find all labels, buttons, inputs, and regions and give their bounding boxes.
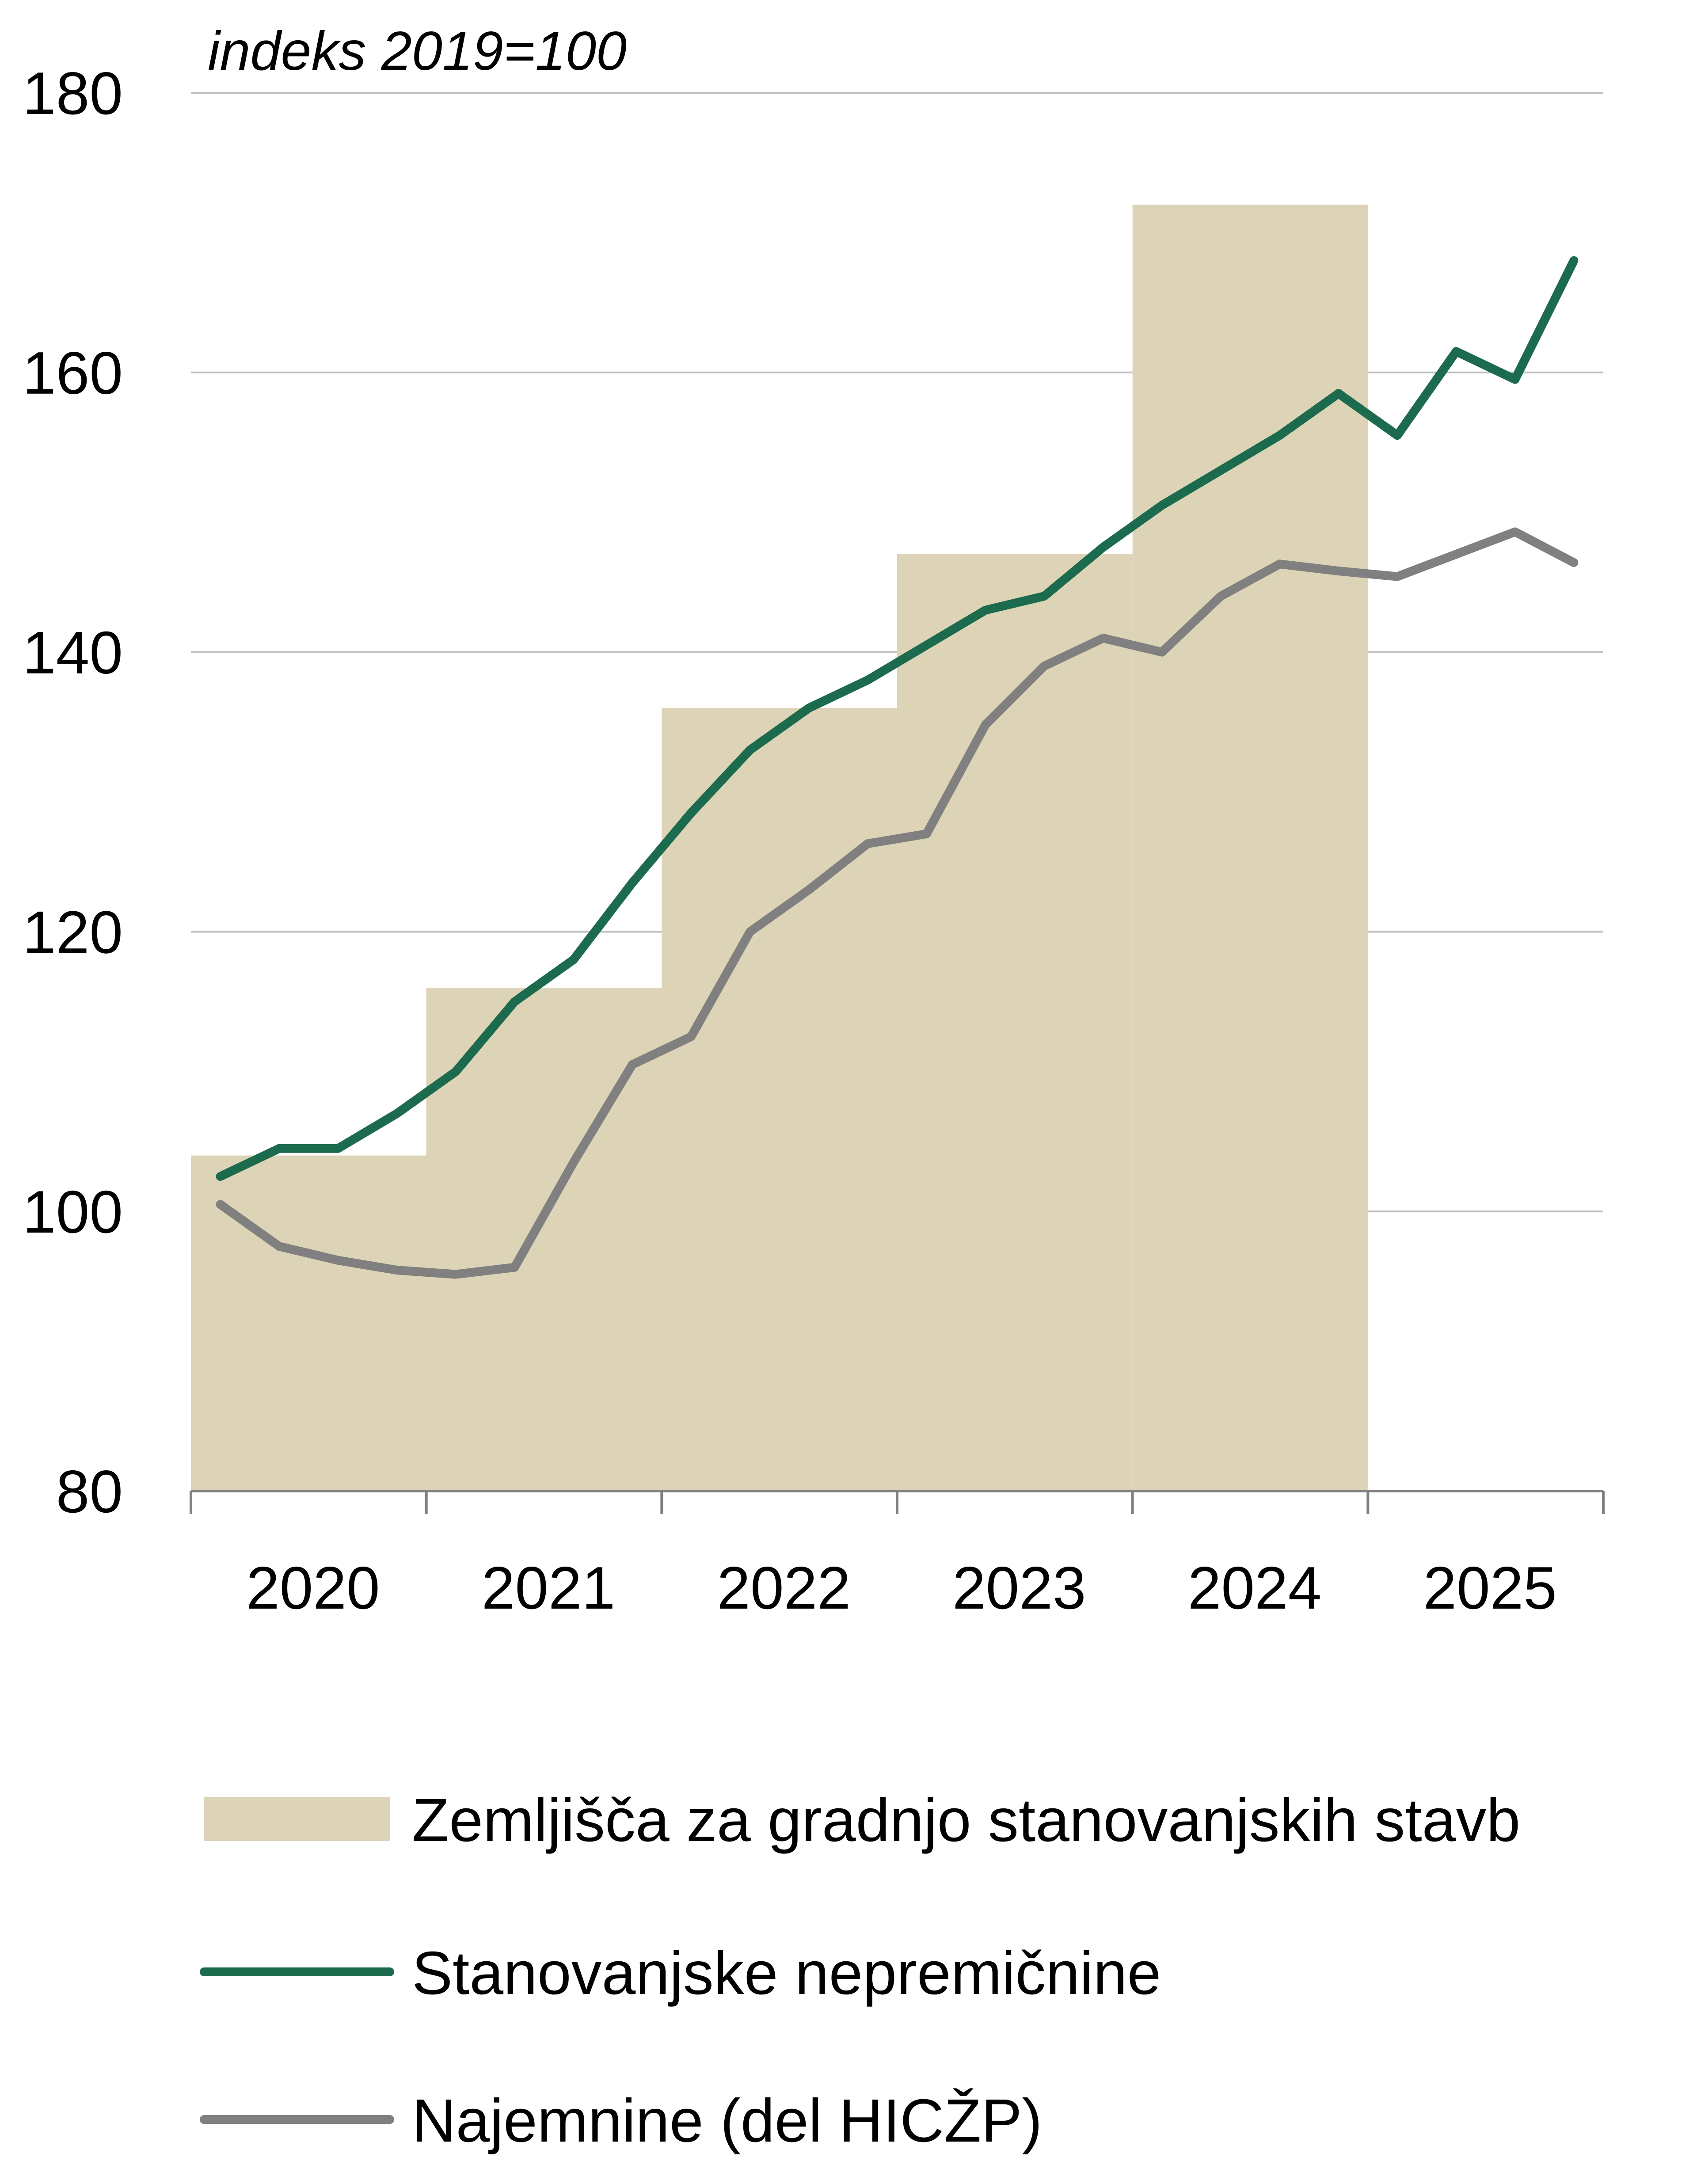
bar-2023 (897, 554, 1133, 1491)
y-tick-label-100: 100 (23, 1178, 123, 1245)
line-stanovanjske-nepremicnine (216, 256, 1579, 1181)
legend-label-2: Stanovanjske nepremičnine (412, 1939, 1161, 2007)
bar-series (191, 205, 1368, 1491)
bar-2022 (662, 708, 897, 1491)
axes: 2020 2021 2022 2023 2024 2025 80 100 120 140 160 18… (23, 60, 1605, 1621)
y-tick-label-180: 180 (23, 60, 123, 127)
x-tick-label-2025: 2025 (1423, 1554, 1557, 1621)
y-tick-label-80: 80 (56, 1458, 123, 1525)
x-tick-label-2022: 2022 (717, 1554, 851, 1621)
x-tick-label-2024: 2024 (1188, 1554, 1322, 1621)
legend: Zemljišča za gradnjo stanovanjskih stavb… (200, 1786, 1520, 2155)
x-tick-label-2021: 2021 (482, 1554, 616, 1621)
y-tick-label-160: 160 (23, 339, 123, 407)
legend-label-1: Zemljišča za gradnjo stanovanjskih stavb (412, 1786, 1520, 1854)
y-tick-label-140: 140 (23, 619, 123, 686)
y-tick-label-120: 120 (23, 898, 123, 966)
legend-swatch-zemljisca (204, 1797, 390, 1841)
gridlines (191, 92, 1603, 1213)
x-tick-label-2023: 2023 (952, 1554, 1086, 1621)
legend-label-3: Najemnine (del HICŽP) (412, 2087, 1042, 2155)
line-najemnine (216, 527, 1579, 1279)
unit-label: indeks 2019=100 (208, 21, 627, 82)
bar-2021 (426, 987, 662, 1491)
bar-2024 (1132, 205, 1368, 1491)
x-tick-label-2020: 2020 (246, 1554, 380, 1621)
line-series (216, 256, 1579, 1279)
